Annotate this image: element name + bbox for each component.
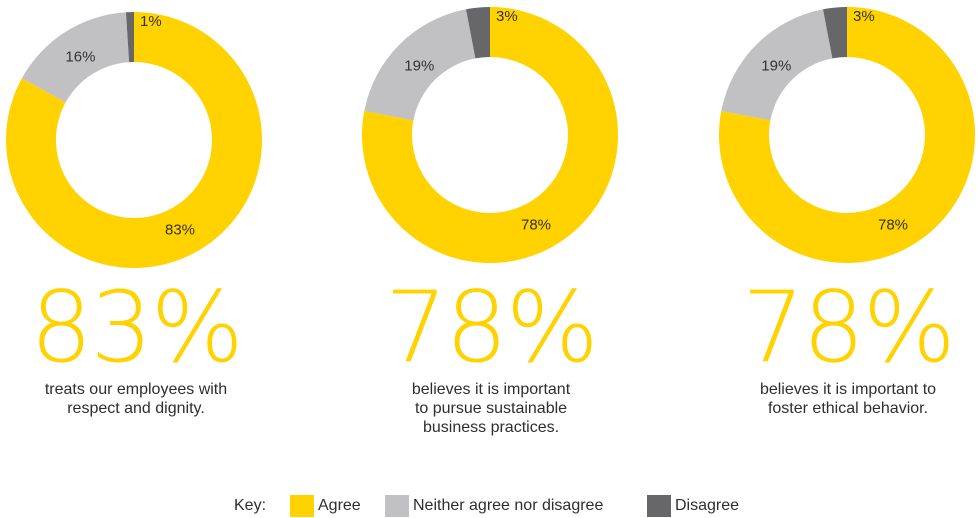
legend-swatch-neither bbox=[385, 495, 409, 517]
headline-percent-2: 78% bbox=[385, 271, 599, 385]
legend-label-disagree: Disagree bbox=[675, 497, 740, 514]
legend-swatch-agree bbox=[290, 495, 314, 517]
legend-swatch-disagree bbox=[647, 495, 671, 517]
donut-1-label-neither: 16% bbox=[65, 49, 95, 66]
donut-1-segment-agree bbox=[5, 12, 262, 269]
donut-2-label-disagree: 3% bbox=[496, 8, 518, 25]
legend-label-neither: Neither agree nor disagree bbox=[413, 497, 604, 514]
donut-3-segment-agree bbox=[719, 7, 975, 263]
donut-panel-1: 83% 16% 1% 83% treats our employees with r… bbox=[0, 0, 286, 460]
legend-label-agree: Agree bbox=[318, 497, 361, 514]
donut-3-label-neither: 19% bbox=[761, 57, 791, 74]
caption-3-line-1: believes it is important to bbox=[759, 381, 937, 398]
caption-3-line-2: foster ethical behavior. bbox=[767, 400, 929, 417]
donut-2-segment-agree bbox=[362, 7, 618, 263]
donut-2-segment-neither bbox=[364, 9, 476, 121]
caption-1-line-1: treats our employees with bbox=[44, 381, 228, 398]
donut-chart-3: 78% 19% 3% bbox=[719, 7, 975, 263]
donut-1-segment-disagree bbox=[125, 12, 134, 63]
caption-2: believes it is important to pursue susta… bbox=[341, 380, 641, 437]
donut-chart-1: 83% 16% 1% bbox=[5, 12, 262, 269]
donut-panel-3: 78% 19% 3% 78% believes it is important to… bbox=[698, 0, 979, 460]
donut-3-label-disagree: 3% bbox=[853, 8, 875, 25]
legend-title: Key: bbox=[234, 497, 267, 514]
donut-3-label-agree: 78% bbox=[878, 217, 908, 234]
headline-percent-1: 83% bbox=[30, 271, 244, 385]
donut-1-label-agree: 83% bbox=[165, 222, 195, 239]
caption-3: believes it is important to foster ethic… bbox=[698, 380, 979, 418]
headline-percent-3: 78% bbox=[742, 271, 956, 385]
caption-1-line-2: respect and dignity. bbox=[67, 400, 205, 417]
caption-2-line-1: believes it is important bbox=[411, 381, 571, 398]
donut-2-label-neither: 19% bbox=[404, 57, 434, 74]
donut-panel-2: 78% 19% 3% 78% believes it is important to… bbox=[341, 0, 641, 460]
legend: Key: Agree Neither agree nor disagree Di… bbox=[0, 492, 979, 518]
donut-1-label-disagree: 1% bbox=[140, 13, 162, 30]
caption-2-line-2: to pursue sustainable bbox=[414, 400, 568, 417]
donut-3-segment-disagree bbox=[823, 7, 847, 59]
caption-2-line-3: business practices. bbox=[422, 419, 560, 436]
donut-3-segment-neither bbox=[721, 9, 833, 121]
donut-2-label-agree: 78% bbox=[521, 217, 551, 234]
donut-1-segment-neither bbox=[21, 12, 130, 103]
donut-chart-2: 78% 19% 3% bbox=[362, 7, 618, 263]
donut-2-segment-disagree bbox=[466, 7, 490, 59]
caption-1: treats our employees with respect and di… bbox=[0, 380, 286, 418]
